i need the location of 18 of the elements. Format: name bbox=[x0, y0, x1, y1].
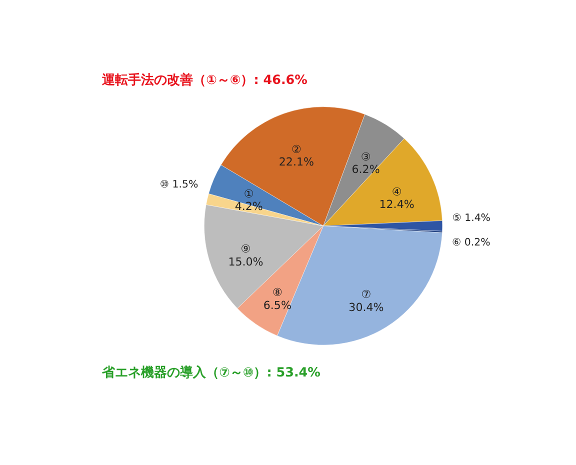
slice-label: ⑧ bbox=[272, 286, 282, 300]
data-label: 12.4% bbox=[379, 198, 414, 212]
slice-label: ④ bbox=[392, 185, 402, 198]
slice-label: ⑤ 1.4% bbox=[452, 212, 491, 224]
data-label: 6.5% bbox=[263, 298, 292, 312]
slice-label: ② bbox=[291, 142, 302, 156]
data-label: 22.1% bbox=[278, 156, 314, 169]
slice-label: ⑨ bbox=[240, 242, 251, 256]
text: 運転手法の改善（①～⑥）: 46.6% bbox=[101, 72, 308, 88]
slice-label: ⑩ 1.5% bbox=[160, 180, 198, 191]
slice-label: ⑦ bbox=[361, 288, 372, 302]
slice-label: ⑥ 0.2% bbox=[452, 237, 491, 248]
data-label: 30.4% bbox=[348, 300, 384, 314]
slice-label: ① bbox=[244, 187, 254, 200]
data-label: 4.2% bbox=[234, 200, 263, 214]
data-label: 15.0% bbox=[228, 255, 264, 268]
slice-label: ③ bbox=[360, 150, 371, 164]
text: 省エネ機器の導入（⑦～⑩）: 53.4% bbox=[101, 364, 321, 381]
